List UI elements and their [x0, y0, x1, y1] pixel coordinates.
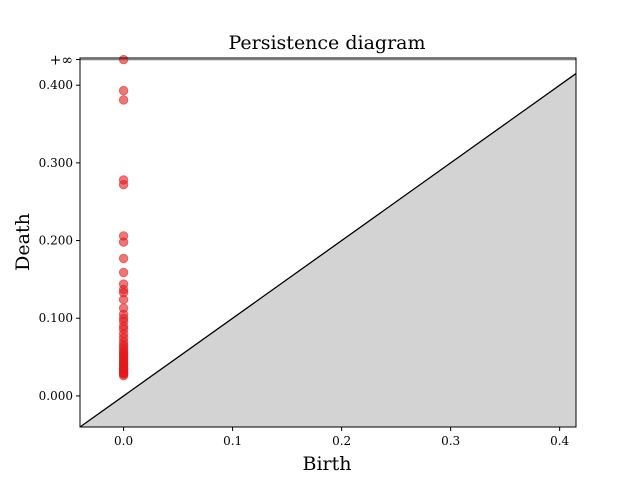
chart-title: Persistence diagram	[228, 32, 425, 54]
data-point	[118, 179, 129, 190]
data-point	[118, 267, 129, 278]
plot-frame	[79, 57, 577, 428]
y-tick-label: 0.100	[39, 311, 73, 325]
x-axis-label: Birth	[303, 453, 352, 475]
plot-area	[79, 54, 577, 428]
diagonal-line	[79, 73, 577, 428]
y-tick-label: 0.000	[39, 389, 73, 403]
x-tick-label: 0.3	[441, 434, 460, 448]
data-point	[118, 85, 129, 96]
x-axis-ticks: 0.0 0.1 0.2 0.3 0.4	[114, 427, 570, 448]
y-axis-label: Death	[12, 213, 34, 271]
x-tick-label: 0.4	[550, 434, 569, 448]
x-tick-label: 0.1	[223, 434, 242, 448]
y-tick-label: 0.400	[39, 78, 73, 92]
data-point	[118, 237, 129, 247]
x-tick-label: 0.0	[114, 434, 133, 448]
data-point	[118, 371, 129, 381]
y-axis-ticks: 0.000 0.100 0.200 0.300 0.400 +∞	[39, 53, 80, 403]
y-tick-label: 0.200	[39, 234, 73, 248]
data-point	[118, 95, 129, 105]
data-point	[118, 253, 129, 264]
data-point	[118, 54, 129, 65]
x-tick-label: 0.2	[332, 434, 351, 448]
y-tick-label: 0.300	[39, 156, 73, 170]
data-point	[118, 294, 129, 305]
infinity-tick-label: +∞	[50, 53, 73, 69]
